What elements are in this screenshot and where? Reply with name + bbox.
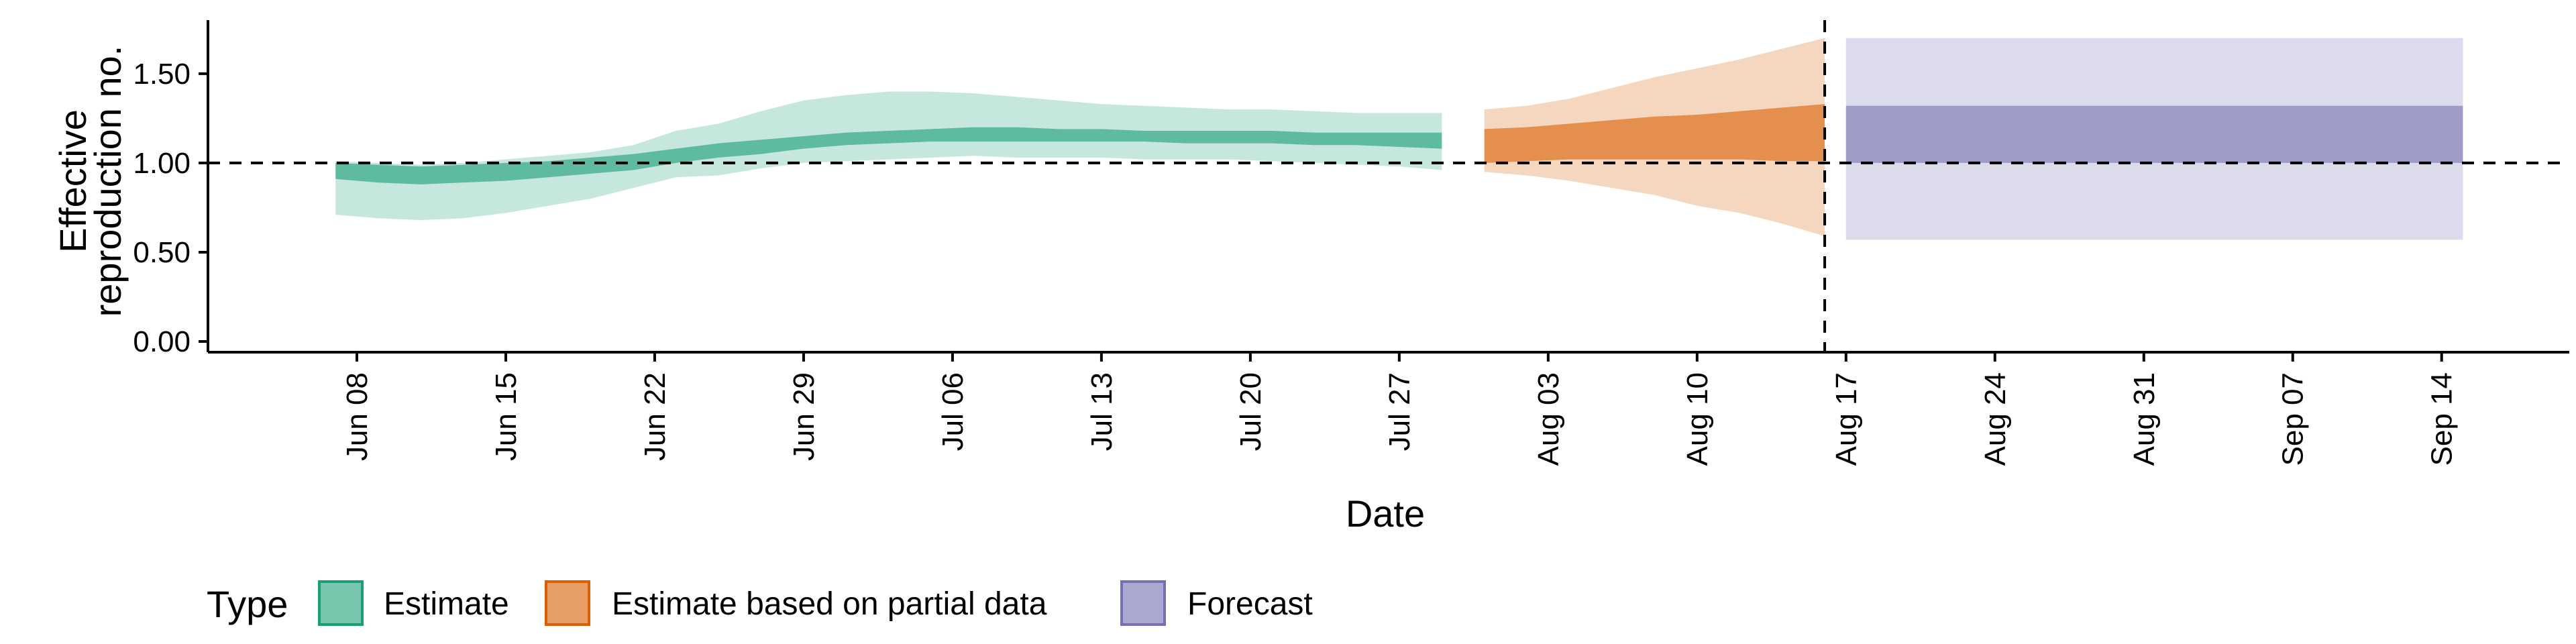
reference-lines xyxy=(208,20,2569,352)
band-50-estimate xyxy=(335,127,1442,184)
x-tick-label: Jul 27 xyxy=(1383,372,1416,451)
y-axis-title-line-1: Effective xyxy=(52,109,94,253)
x-tick-label: Aug 24 xyxy=(1979,372,2012,466)
y-tick-label: 1.50 xyxy=(133,58,191,91)
x-tick-label: Aug 03 xyxy=(1532,372,1565,466)
x-tick-label: Jun 29 xyxy=(788,372,820,461)
x-tick-label: Jun 08 xyxy=(341,372,374,461)
x-tick-label: Jul 20 xyxy=(1234,372,1267,451)
legend-title: Type xyxy=(207,583,288,625)
x-tick-label: Aug 31 xyxy=(2128,372,2161,466)
x-tick-label: Jun 22 xyxy=(639,372,672,461)
band-90-estimate xyxy=(335,91,1442,221)
band-50-estimate-based-on-partial-data xyxy=(1484,104,1825,163)
y-axis-title: Effective reproduction no. xyxy=(52,46,129,317)
y-tick-label: 0.00 xyxy=(133,325,191,358)
x-tick-label: Sep 07 xyxy=(2277,372,2310,466)
bands-layer xyxy=(335,38,2463,240)
x-tick-label: Aug 10 xyxy=(1681,372,1714,466)
legend-key-partial xyxy=(545,580,590,626)
axes-layer: 0.00 0.50 1.00 1.50 Jun 08 Jun 15 Jun 22 Jun 29… xyxy=(133,20,2569,466)
y-tick-label: 1.00 xyxy=(133,147,191,180)
x-tick-label: Aug 17 xyxy=(1830,372,1863,466)
y-axis-title-line-2: reproduction no. xyxy=(87,46,129,317)
x-tick-label: Jul 13 xyxy=(1085,372,1118,451)
legend-label-forecast: Forecast xyxy=(1187,586,1313,622)
legend: Type Estimate Estimate based on partial … xyxy=(207,580,1313,626)
legend-label-partial: Estimate based on partial data xyxy=(612,586,1047,622)
x-tick-label: Jul 06 xyxy=(936,372,969,451)
x-axis-title: Date xyxy=(1346,492,1425,535)
legend-key-estimate xyxy=(318,580,364,626)
band-50-forecast xyxy=(1845,105,2463,163)
y-tick-label: 0.50 xyxy=(133,236,191,269)
legend-key-forecast xyxy=(1120,580,1166,626)
x-tick-label: Sep 14 xyxy=(2426,372,2459,466)
x-tick-label: Jun 15 xyxy=(490,372,523,461)
legend-label-estimate: Estimate xyxy=(384,586,509,622)
